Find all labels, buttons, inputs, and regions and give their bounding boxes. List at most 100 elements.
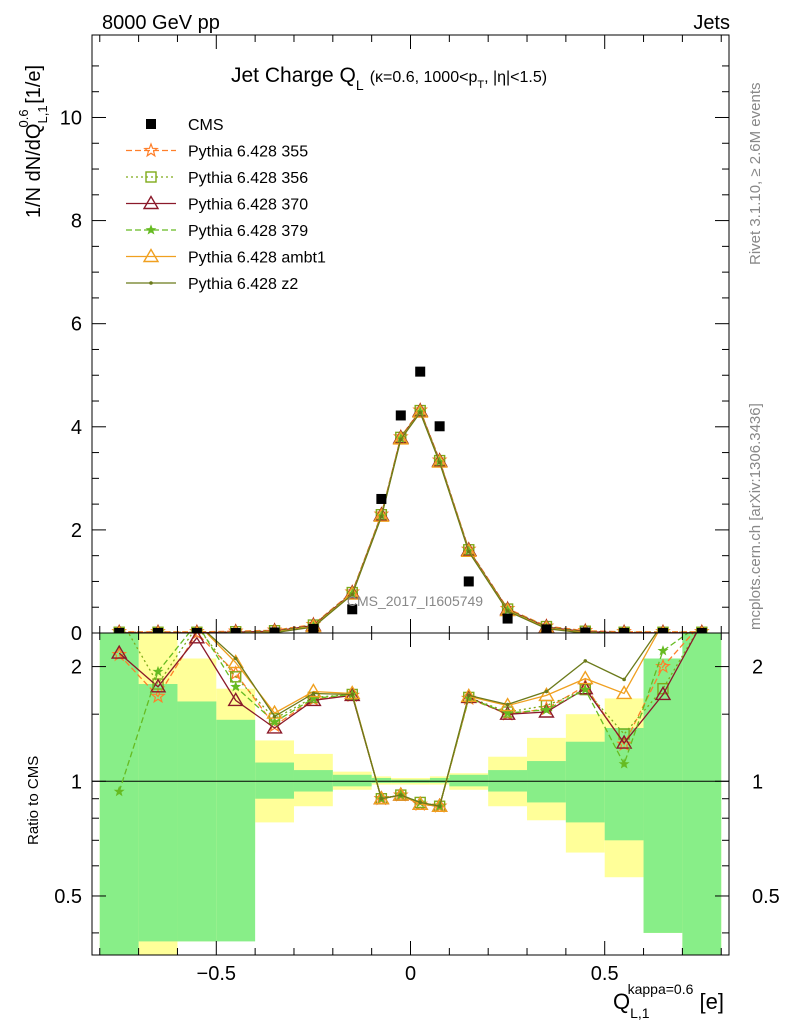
ratio-point <box>227 654 244 669</box>
ratio-point <box>460 688 477 703</box>
mc-point <box>460 542 477 557</box>
legend-label: Pythia 6.428 356 <box>188 170 308 187</box>
y-tick-label-ratio: 1 <box>71 771 82 793</box>
y-tick-label-ratio: 2 <box>71 657 82 679</box>
cms-data-point <box>580 627 591 633</box>
green-band-bin <box>177 701 217 942</box>
mc-point <box>379 514 384 519</box>
ratio-line <box>206 633 658 807</box>
ratio-point <box>305 683 322 698</box>
axis-ticks: 0 2 4 6 8 10 0.5 0.5 1 1 2 2 −0.5 0 0.5 <box>54 35 780 985</box>
ratio-point <box>149 678 167 693</box>
ratio-point <box>502 707 514 718</box>
y-tick-label-main: 2 <box>71 520 82 542</box>
green-band-bin <box>682 633 722 955</box>
y-tick-label-main: 10 <box>60 107 82 129</box>
mc-point <box>350 592 355 597</box>
ratio-point <box>305 692 322 707</box>
plot-title: Jet Charge QL (κ=0.6, 1000<pT, |η|<1.5) <box>231 64 547 93</box>
cms-data-point <box>541 624 552 633</box>
header-right: Jets <box>693 12 730 34</box>
legend-label: Pythia 6.428 370 <box>188 197 308 214</box>
ratio-point <box>152 665 164 677</box>
ratio-point <box>618 728 630 740</box>
ratio-point <box>615 685 633 700</box>
ratio-line <box>127 633 697 807</box>
cms-data-point <box>308 623 319 633</box>
ratio-series <box>110 612 698 813</box>
legend-marker <box>142 248 160 263</box>
y-tick-label-ratio-right: 1 <box>752 771 763 793</box>
mc-point <box>466 549 471 554</box>
green-band-bin <box>216 719 256 942</box>
ratio-point <box>272 714 277 719</box>
ratio-point <box>544 689 549 694</box>
y-tick-label-ratio-right: 0.5 <box>752 886 780 908</box>
green-band-bin <box>371 778 392 783</box>
ratio-point <box>114 612 124 622</box>
cms-data-point <box>696 628 707 633</box>
cms-data-point <box>153 628 164 633</box>
legend-label: Pythia 6.428 z2 <box>188 276 298 293</box>
ratio-point <box>654 686 672 701</box>
ratio-point <box>538 687 555 702</box>
y-tick-label-main: 8 <box>71 211 82 233</box>
x-axis-label: QL,1kappa=0.6 [e] <box>613 981 724 1021</box>
ratio-point <box>111 646 128 662</box>
y-tick-label-main: 4 <box>71 417 82 439</box>
mc-point <box>392 430 410 445</box>
ratio-point <box>113 785 125 797</box>
green-band-bin <box>138 684 178 942</box>
x-tick-label: 0.5 <box>591 963 619 985</box>
ratio-point <box>657 645 669 656</box>
legend-marker <box>145 171 157 183</box>
ratio-point <box>616 736 632 751</box>
ratio-point <box>379 796 384 801</box>
header-left: 8000 GeV pp <box>102 12 220 34</box>
legend-label: Pythia 6.428 ambt1 <box>188 250 326 267</box>
cms-data-point <box>434 421 445 432</box>
legend-marker <box>143 142 159 158</box>
ratio-point <box>350 692 355 697</box>
ratio-point <box>505 702 510 707</box>
ratio-point <box>437 804 442 809</box>
x-tick-label: 0 <box>405 963 416 985</box>
legend-marker <box>145 224 157 235</box>
ratio-point <box>622 677 626 682</box>
legend-label: Pythia 6.428 379 <box>188 223 308 240</box>
mc-point <box>431 453 448 468</box>
cms-data-point <box>395 410 406 421</box>
legend-label: CMS <box>188 117 224 134</box>
ratio-point <box>466 693 471 698</box>
rivet-version-label: Rivet 3.1.10, ≥ 2.6M events <box>747 83 764 266</box>
cms-data-point <box>230 628 241 633</box>
green-band-bin <box>565 741 605 823</box>
ratio-point <box>579 683 591 695</box>
ratio-point <box>311 691 316 696</box>
mc-point <box>398 437 403 442</box>
cms-data-point <box>269 627 280 633</box>
ratio-point <box>150 688 166 704</box>
legend-marker <box>149 281 153 285</box>
ratio-point <box>392 786 410 801</box>
y-tick-label-main: 6 <box>71 314 82 336</box>
ratio-point <box>398 793 403 797</box>
cms-data-point <box>657 628 668 633</box>
y-tick-label-main: 0 <box>71 623 82 645</box>
legend-marker <box>146 119 156 129</box>
ratio-point <box>540 703 552 715</box>
green-band-bin <box>449 774 489 787</box>
mc-point <box>437 460 442 465</box>
cms-data-point <box>619 628 630 633</box>
ratio-point <box>230 681 242 692</box>
green-band-bin <box>643 658 683 933</box>
ratio-point <box>269 716 281 727</box>
legend-label: Pythia 6.428 355 <box>188 144 308 161</box>
y-tick-label-ratio: 0.5 <box>54 886 82 908</box>
ratio-point <box>188 633 206 644</box>
ratio-point <box>266 719 283 734</box>
green-band-bin <box>332 774 372 787</box>
cms-data-point <box>502 613 513 624</box>
ratio-point <box>418 800 423 805</box>
